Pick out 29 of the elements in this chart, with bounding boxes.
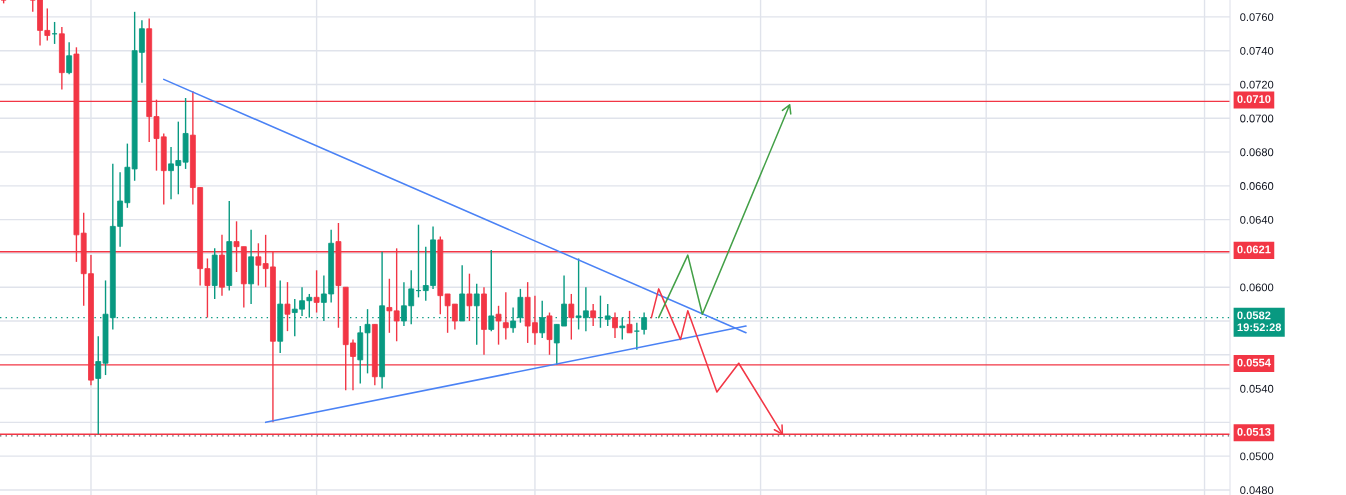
candlestick [284,281,291,332]
ref-line-label: 0.0710 [1237,95,1271,103]
ref-line-label: 0.0582 19:52:28 [1237,311,1282,332]
y-tick-label: 0.0680 [1240,148,1274,157]
candlestick [546,311,553,356]
y-tick-label: 0.0540 [1240,384,1274,393]
ref-line-label: 0.0513 [1237,427,1271,436]
candlestick [590,303,597,327]
ref-line-label: 0.0554 [1237,358,1271,367]
candlestick [66,41,73,76]
y-tick-label: 0.0480 [1240,486,1274,495]
y-tick-label: 0.0500 [1240,452,1274,461]
y-tick-label: 0.0740 [1240,46,1274,55]
ref-line-label: 0.0621 [1237,245,1271,254]
candlestick [612,311,618,339]
candlestick [568,293,575,341]
candlestick [466,272,473,322]
y-tick-label: 0.0600 [1240,283,1274,292]
candlestick [633,321,640,351]
y-tick-label: 0.0720 [1240,80,1274,89]
candlestick [313,269,320,314]
candlestick [502,291,509,341]
candlestick [517,288,524,324]
y-tick-label: 0.0760 [1240,13,1274,22]
candlestick [626,310,633,334]
y-tick-label: 0.0660 [1240,182,1274,190]
y-tick-label: 0.0640 [1240,215,1274,224]
y-tick-label: 0.0700 [1240,114,1274,123]
candlestick [495,305,502,346]
